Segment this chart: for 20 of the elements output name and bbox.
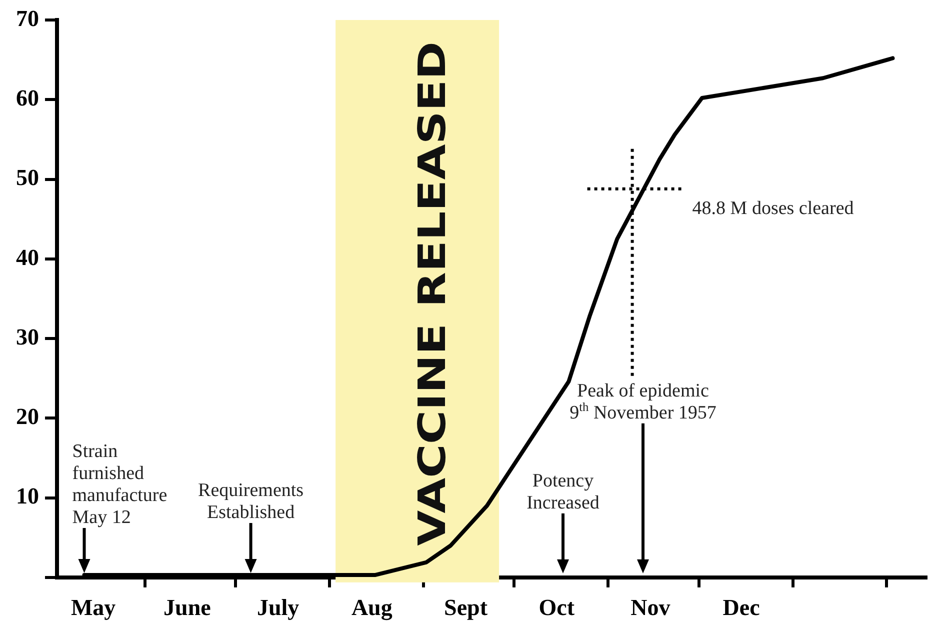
y-tick-label: 30: [16, 324, 39, 350]
y-tick-label: 50: [16, 165, 39, 190]
x-tick-label: Nov: [630, 595, 671, 620]
x-tick-label: Oct: [538, 595, 575, 620]
y-tick-label: 60: [16, 86, 39, 111]
x-tick-label: July: [256, 595, 300, 620]
x-tick-label: Dec: [722, 595, 760, 620]
y-tick-label: 70: [16, 6, 39, 31]
band-label: VACCINE RELEASED: [410, 42, 454, 546]
x-tick-label: Aug: [351, 595, 393, 622]
annotation: Requirements Established: [198, 480, 304, 524]
annotation: Potency Increased: [526, 470, 600, 514]
x-tick-label: May: [70, 595, 116, 620]
x-tick-label: Sept: [444, 595, 488, 620]
y-tick-label: 20: [16, 404, 39, 430]
annotation: Strain furnished manufacture May 12: [72, 441, 168, 528]
y-tick-label: 40: [16, 244, 39, 270]
ref-line-label: 48.8 M doses cleared: [692, 198, 854, 219]
x-tick-label: June: [164, 595, 211, 620]
y-tick-label: 10: [16, 484, 39, 509]
